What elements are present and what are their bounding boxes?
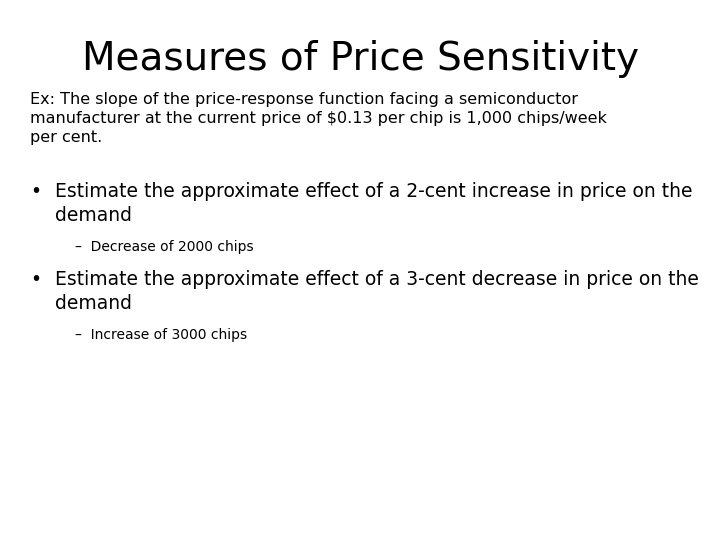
Text: Ex: The slope of the price-response function facing a semiconductor
manufacturer: Ex: The slope of the price-response func… [30,92,607,145]
Text: Estimate the approximate effect of a 3-cent decrease in price on the
demand: Estimate the approximate effect of a 3-c… [55,270,699,313]
Text: –  Decrease of 2000 chips: – Decrease of 2000 chips [75,240,253,254]
Text: •: • [30,182,41,201]
Text: Estimate the approximate effect of a 2-cent increase in price on the
demand: Estimate the approximate effect of a 2-c… [55,182,693,225]
Text: •: • [30,270,41,289]
Text: Measures of Price Sensitivity: Measures of Price Sensitivity [81,40,639,78]
Text: –  Increase of 3000 chips: – Increase of 3000 chips [75,328,247,342]
